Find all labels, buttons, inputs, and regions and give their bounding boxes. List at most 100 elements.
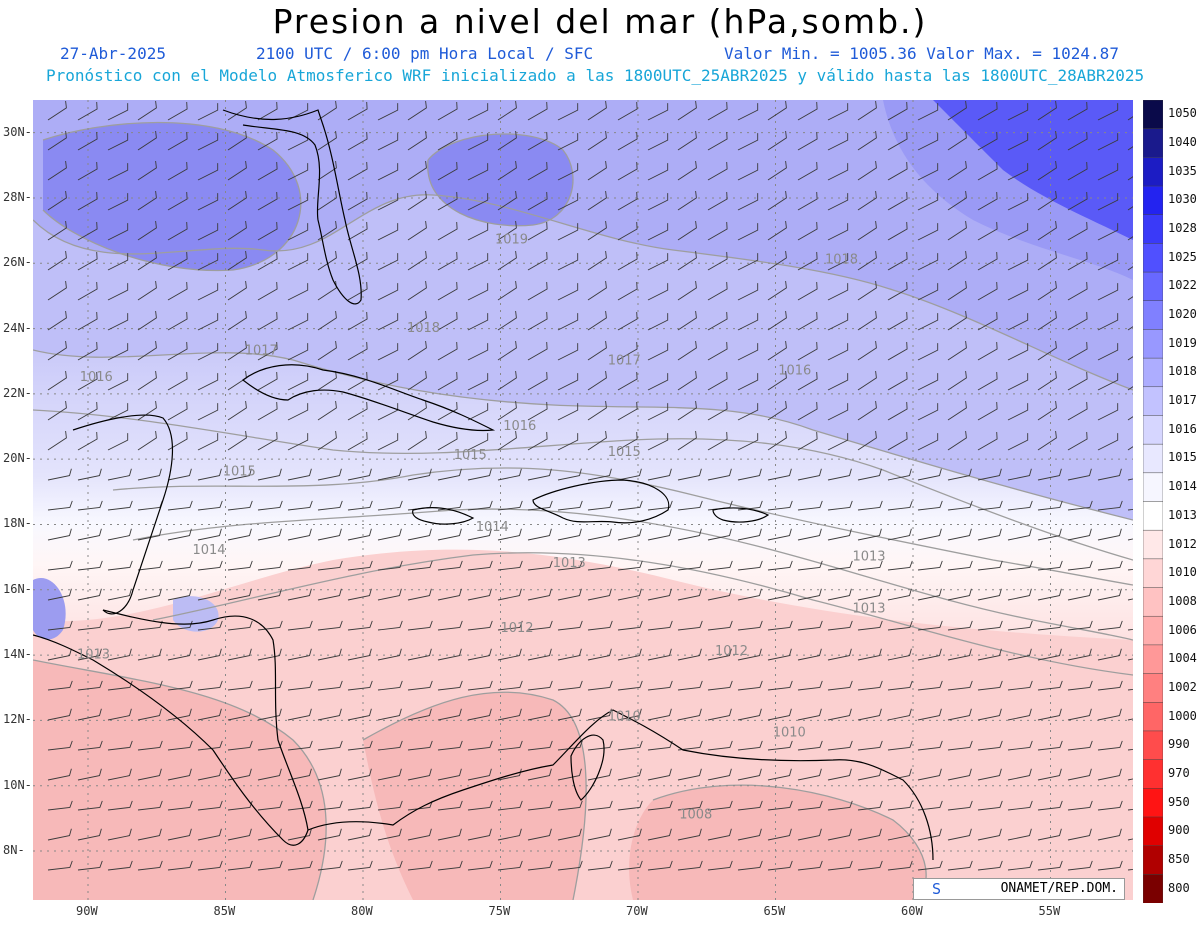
wind-barb (797, 468, 822, 481)
wind-barb (1067, 500, 1093, 511)
wind-barb (917, 860, 943, 871)
wind-barb (737, 528, 762, 541)
wind-barb (1007, 373, 1029, 391)
lon-label: 70W (626, 904, 648, 918)
wind-barb (167, 708, 192, 721)
wind-barb (767, 828, 792, 841)
wind-barb (47, 620, 73, 631)
coastlines (33, 109, 934, 861)
wind-barb (1097, 223, 1119, 241)
wind-barb (137, 220, 157, 241)
wind-barb (167, 191, 188, 211)
wind-barb (527, 828, 552, 841)
wind-barb (137, 250, 157, 271)
wind-barb (1097, 343, 1119, 361)
wind-barb (887, 371, 908, 391)
wind-barb (857, 708, 882, 721)
wind-barb (1097, 708, 1122, 721)
wind-barb (617, 401, 638, 421)
wind-barb (167, 560, 193, 571)
wind-barb (377, 500, 403, 511)
wind-barb (257, 431, 278, 451)
wind-barb (257, 860, 283, 871)
wind-barb (377, 163, 399, 181)
wind-barb (347, 648, 372, 661)
wind-barb (497, 588, 522, 601)
wind-barb (317, 740, 343, 751)
wind-barb (407, 430, 427, 451)
wind-barb (947, 860, 973, 871)
wind-barb (1007, 708, 1032, 721)
wind-barb (527, 311, 548, 331)
wind-barb (797, 101, 818, 121)
wind-barb (977, 588, 1002, 601)
wind-barb (557, 588, 582, 601)
wind-barb (827, 708, 852, 721)
wind-barb (77, 860, 103, 871)
colorbar-swatch (1142, 99, 1164, 130)
lat-label: 26N- (3, 255, 32, 270)
wind-barb (317, 528, 342, 541)
colorbar-swatch (1142, 644, 1164, 675)
wind-barb (767, 860, 793, 871)
wind-barb (737, 103, 759, 121)
wind-barb (467, 560, 493, 571)
wind-barb (497, 220, 517, 241)
wind-barb (47, 560, 73, 571)
wind-barbs (47, 100, 1133, 871)
wind-barb (107, 163, 129, 181)
isobar-label: 1013 (553, 556, 586, 571)
wind-barb (467, 500, 493, 511)
wind-barb (617, 191, 638, 211)
wind-barb (977, 161, 998, 181)
wind-barb (1067, 191, 1088, 211)
wind-barb (317, 708, 342, 721)
wind-barb (1067, 311, 1088, 331)
wind-barb (617, 588, 642, 601)
wind-barb (227, 250, 247, 271)
wind-barb (707, 311, 728, 331)
wind-barb (857, 740, 883, 751)
wind-barb (497, 860, 523, 871)
wind-barb (377, 800, 403, 811)
wind-barb (137, 310, 157, 331)
wind-barb (227, 768, 252, 781)
model-info: Pronóstico con el Modelo Atmosferico WRF… (46, 66, 1145, 85)
wind-barb (857, 340, 877, 361)
wind-barb (497, 310, 517, 331)
wind-barb (317, 620, 343, 631)
colorbar-label: 1014 (1168, 479, 1197, 494)
wind-barb (977, 101, 998, 121)
wind-barb (1037, 588, 1062, 601)
wind-barb (497, 500, 523, 511)
wind-barb (497, 340, 517, 361)
wind-barb (377, 708, 402, 721)
wind-barb (497, 190, 517, 211)
wind-barb (1037, 740, 1063, 751)
wind-barb (377, 223, 399, 241)
wind-barb (977, 648, 1002, 661)
wind-barb (647, 403, 669, 421)
colorbar-swatch (1142, 472, 1164, 503)
wind-barb (647, 680, 673, 691)
wind-barb (557, 343, 579, 361)
wind-barb (1067, 131, 1088, 151)
wind-barb (467, 588, 492, 601)
wind-barb (1037, 800, 1063, 811)
wind-barb (617, 708, 642, 721)
wind-barb (1007, 433, 1029, 451)
wind-barb (1037, 468, 1062, 481)
wind-barb (677, 800, 703, 811)
colorbar-swatch (1142, 271, 1164, 302)
wind-barb (797, 648, 822, 661)
wind-barb (497, 828, 522, 841)
wind-barb (977, 708, 1002, 721)
wind-barb (437, 860, 463, 871)
wind-barb (887, 341, 908, 361)
wind-barb (1007, 133, 1029, 151)
wind-barb (797, 281, 818, 301)
wind-barb (1037, 500, 1063, 511)
wind-barb (437, 740, 463, 751)
wind-barb (647, 708, 672, 721)
colorbar-label: 990 (1168, 737, 1190, 752)
